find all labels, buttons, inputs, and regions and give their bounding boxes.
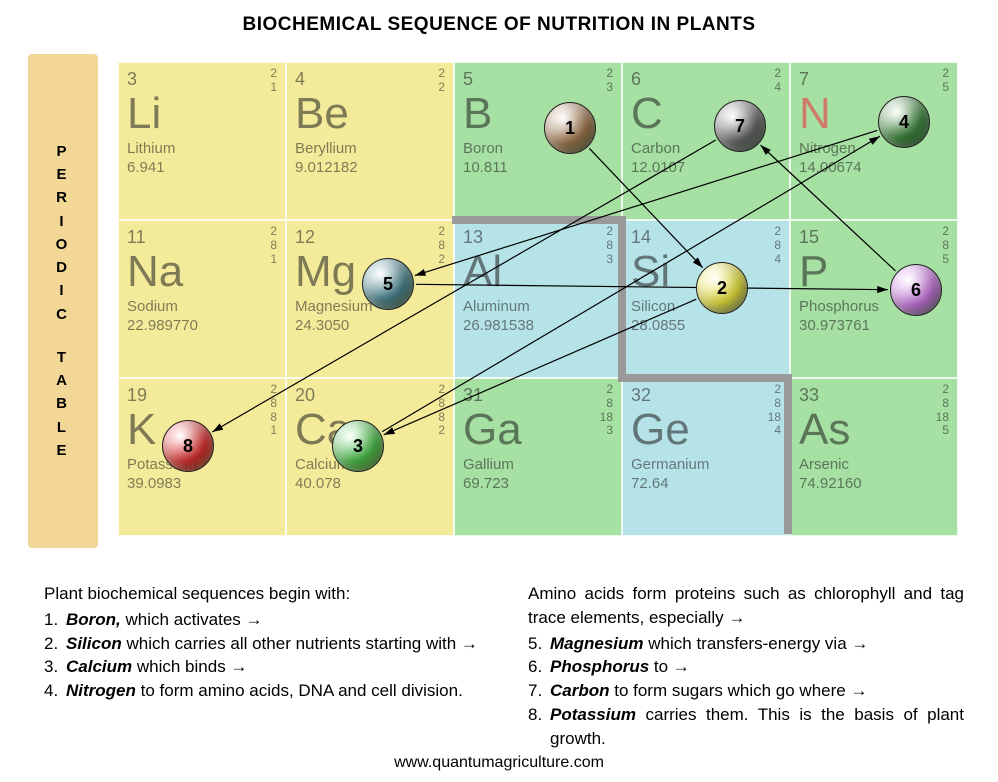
caption-item: 3.Calcium which binds →	[44, 655, 480, 679]
element-cell-Ge: 32GeGermanium72.642 8 18 4	[622, 378, 790, 536]
element-cell-Al: 13AlAluminum26.9815382 8 3	[454, 220, 622, 378]
element-cell-Ga: 31GaGallium69.7232 8 18 3	[454, 378, 622, 536]
element-cell-Be: 4BeBeryllium9.0121822 2	[286, 62, 454, 220]
element-cell-B: 5BBoron10.8112 3	[454, 62, 622, 220]
footer-url: www.quantumagriculture.com	[0, 754, 998, 772]
caption-item: 6.Phosphorus to →	[528, 655, 964, 679]
element-cell-C: 6CCarbon12.01072 4	[622, 62, 790, 220]
sequence-node-1: 1	[544, 102, 596, 154]
caption-item: 2.Silicon which carries all other nutrie…	[44, 632, 480, 656]
sequence-node-4: 4	[878, 96, 930, 148]
caption-item: 4.Nitrogen to form amino acids, DNA and …	[44, 679, 480, 703]
sequence-node-2: 2	[696, 262, 748, 314]
side-label: PERIODIC TABLE	[28, 54, 98, 548]
sequence-node-3: 3	[332, 420, 384, 472]
element-cell-As: 33AsArsenic74.921602 8 18 5	[790, 378, 958, 536]
metalloid-stair	[618, 374, 792, 382]
page-title: BIOCHEMICAL SEQUENCE OF NUTRITION IN PLA…	[0, 0, 998, 36]
element-cell-Li: 3LiLithium6.9412 1	[118, 62, 286, 220]
caption-item: 5.Magnesium which transfers-energy via →	[528, 632, 964, 656]
diagram-canvas: PERIODIC TABLE 3LiLithium6.9412 14BeBery…	[0, 48, 998, 568]
metalloid-stair	[784, 374, 792, 534]
metalloid-stair	[618, 216, 626, 380]
element-cell-N: 7NNitrogen14.006742 5	[790, 62, 958, 220]
element-cell-Na: 11NaSodium22.9897702 8 1	[118, 220, 286, 378]
caption-item: 7.Carbon to form sugars which go where →	[528, 679, 964, 703]
sequence-node-7: 7	[714, 100, 766, 152]
caption: Plant biochemical sequences begin with:1…	[44, 582, 964, 751]
sequence-node-6: 6	[890, 264, 942, 316]
metalloid-stair	[452, 216, 626, 224]
sequence-node-5: 5	[362, 258, 414, 310]
sequence-node-8: 8	[162, 420, 214, 472]
caption-item: 1.Boron, which activates →	[44, 608, 480, 632]
caption-item: 8.Potassium carries them. This is the ba…	[528, 703, 964, 751]
